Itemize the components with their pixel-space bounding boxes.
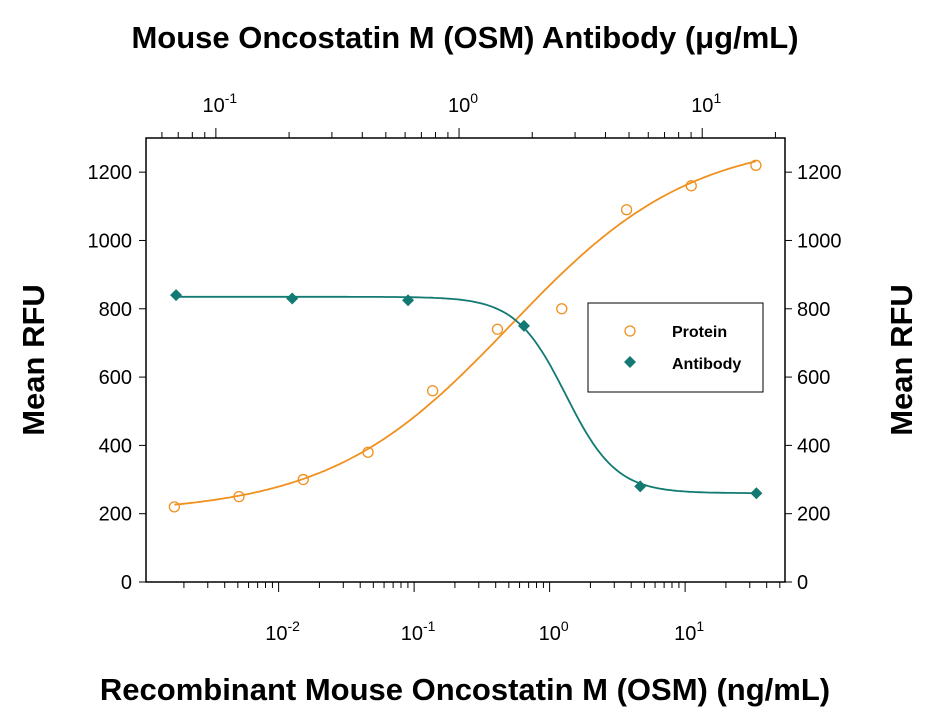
legend-antibody-label: Antibody: [672, 356, 741, 373]
top-x-tick-label: 10-1: [203, 90, 238, 117]
y-tick-label-left: 600: [99, 367, 132, 389]
bottom-x-axis-title: Recombinant Mouse Oncostatin M (OSM) (ng…: [100, 672, 830, 707]
tick-base: 10: [203, 95, 225, 117]
tick-base: 10: [674, 623, 696, 645]
y-tick-label-right: 800: [797, 299, 830, 321]
protein-point: [556, 303, 568, 315]
antibody-fit-curve: [176, 295, 757, 494]
tick-exponent: -2: [288, 618, 301, 634]
legend-protein-marker: [624, 325, 636, 337]
left-y-axis-title: Mean RFU: [16, 284, 51, 436]
protein-point: [297, 473, 309, 486]
antibody-point: [170, 289, 183, 302]
y-tick-label-left: 1000: [88, 230, 133, 252]
protein-point: [750, 159, 762, 171]
right-y-axis-title: Mean RFU: [884, 284, 919, 436]
tick-exponent: -1: [423, 618, 436, 634]
tick-exponent: 1: [713, 90, 721, 106]
y-tick-label-left: 800: [99, 299, 132, 321]
x-tick-label: 10-1: [401, 618, 436, 645]
tick-base: 10: [401, 623, 423, 645]
protein-point: [426, 385, 439, 397]
plot-frame: [145, 137, 786, 583]
y-tick-label-right: 600: [797, 367, 830, 389]
y-tick-label-right: 200: [797, 504, 830, 526]
tick-exponent: 0: [470, 90, 478, 106]
y-tick-label-left: 400: [99, 435, 132, 457]
y-tick-label-left: 1200: [88, 162, 133, 184]
tick-base: 10: [691, 95, 713, 117]
top-x-tick-label: 100: [448, 90, 478, 117]
y-tick-label-left: 200: [99, 504, 132, 526]
top-x-tick-label: 101: [691, 90, 721, 117]
protein-point: [620, 204, 633, 216]
tick-base: 10: [265, 623, 287, 645]
protein-point: [233, 490, 245, 503]
y-tick-label-left: 0: [121, 572, 132, 594]
legend: Protein Antibody: [587, 302, 764, 393]
tick-exponent: 1: [696, 618, 704, 634]
legend-box: [587, 302, 764, 393]
x-tick-label: 100: [539, 618, 569, 645]
protein-point: [362, 446, 374, 458]
y-tick-label-right: 0: [797, 572, 808, 594]
antibody-point: [750, 487, 763, 500]
x-tick-label: 101: [674, 618, 704, 645]
protein-fit-curve: [174, 160, 757, 506]
antibody-point: [402, 294, 415, 307]
tick-exponent: -1: [225, 90, 238, 106]
antibody-point: [518, 319, 531, 332]
y-tick-label-right: 400: [797, 435, 830, 457]
legend-antibody-marker: [624, 356, 636, 368]
y-tick-label-right: 1000: [797, 230, 842, 252]
y-tick-label-right: 1200: [797, 162, 842, 184]
antibody-point: [286, 292, 299, 305]
legend-protein-label: Protein: [672, 324, 727, 341]
tick-base: 10: [448, 95, 470, 117]
antibody-point: [634, 480, 647, 493]
tick-exponent: 0: [561, 618, 569, 634]
top-x-axis-title: Mouse Oncostatin M (OSM) Antibody (μg/mL…: [131, 20, 798, 55]
protein-point: [491, 323, 504, 335]
tick-base: 10: [539, 623, 561, 645]
protein-point: [685, 180, 697, 192]
x-tick-label: 10-2: [265, 618, 300, 645]
protein-point: [168, 501, 181, 513]
